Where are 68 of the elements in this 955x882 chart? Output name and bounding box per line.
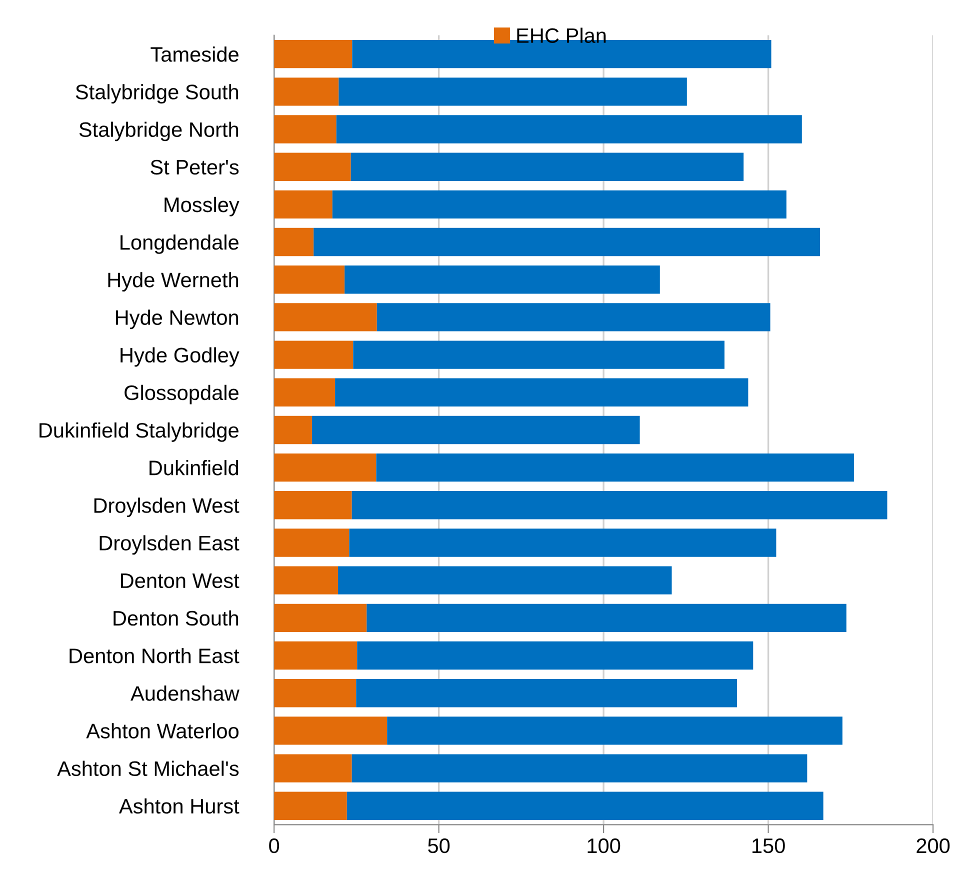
y-tick-label: Mossley (164, 196, 240, 216)
bar (356, 679, 737, 708)
y-tick-label: Hyde Godley (120, 347, 240, 367)
bar (274, 416, 312, 444)
x-tick-label: 200 (916, 838, 950, 854)
bar (338, 566, 672, 594)
bar (274, 303, 377, 332)
bar (352, 754, 808, 782)
bar (274, 266, 345, 294)
y-tick-label: Stalybridge North (79, 122, 238, 142)
y-tick-label: Denton North East (70, 648, 240, 664)
y-tick-label: Dukinfield (150, 460, 238, 476)
bar (352, 491, 888, 520)
y-tick-label: Denton South (114, 610, 238, 626)
x-tick-label: 0 (269, 838, 280, 854)
bar (366, 604, 846, 632)
bar (274, 40, 352, 68)
bar (274, 115, 336, 144)
bar (274, 152, 351, 181)
x-tick-label: 150 (752, 838, 785, 854)
bar (274, 641, 358, 670)
legend-label: EHC Plan (517, 28, 606, 44)
bar (338, 78, 687, 106)
bar (274, 754, 352, 782)
bar (350, 152, 744, 181)
y-tick-label: Droylsden West (94, 498, 240, 518)
y-tick-label: Hyde Newton (116, 310, 238, 330)
bar (274, 228, 314, 256)
bar (274, 716, 388, 745)
y-tick-label: Ashton St Michael's (57, 760, 239, 776)
bar (332, 190, 786, 219)
bar (274, 491, 352, 520)
y-tick-label: Tameside (150, 46, 238, 62)
bar (274, 453, 376, 482)
bar (349, 528, 776, 557)
bar (376, 453, 854, 482)
bar (314, 228, 820, 256)
x-tick-label: 100 (588, 838, 620, 854)
y-tick-label: Audenshaw (130, 686, 240, 701)
y-tick-label: Stalybridge South (76, 84, 238, 104)
bar (376, 303, 770, 332)
bar (274, 679, 356, 708)
bar (274, 528, 350, 557)
bar (274, 190, 332, 219)
y-tick-label: Longdendale (120, 234, 238, 254)
bar (274, 566, 338, 594)
bar (357, 641, 754, 670)
bar (387, 716, 842, 745)
bar (274, 78, 339, 106)
bar (274, 792, 347, 820)
bar (312, 416, 640, 444)
y-tick-label: Hyde Werneth (108, 272, 238, 292)
bar (344, 266, 660, 294)
y-tick-label: Ashton Waterloo (86, 723, 238, 738)
bar (274, 340, 354, 369)
y-tick-label: Droylsden East (100, 535, 240, 555)
y-tick-label: Ashton Hurst (118, 798, 240, 814)
x-tick-label: 50 (428, 838, 450, 854)
bar (346, 792, 824, 820)
bar (335, 378, 748, 406)
y-tick-label: St Peter's (150, 160, 239, 175)
bar (336, 115, 802, 144)
bar (274, 604, 367, 632)
y-tick-label: Glossopdale (124, 384, 238, 404)
y-tick-label: Denton West (121, 574, 240, 588)
y-tick-label: Dukinfield Stalybridge (40, 422, 238, 442)
bar (274, 378, 336, 406)
bar (353, 340, 724, 369)
